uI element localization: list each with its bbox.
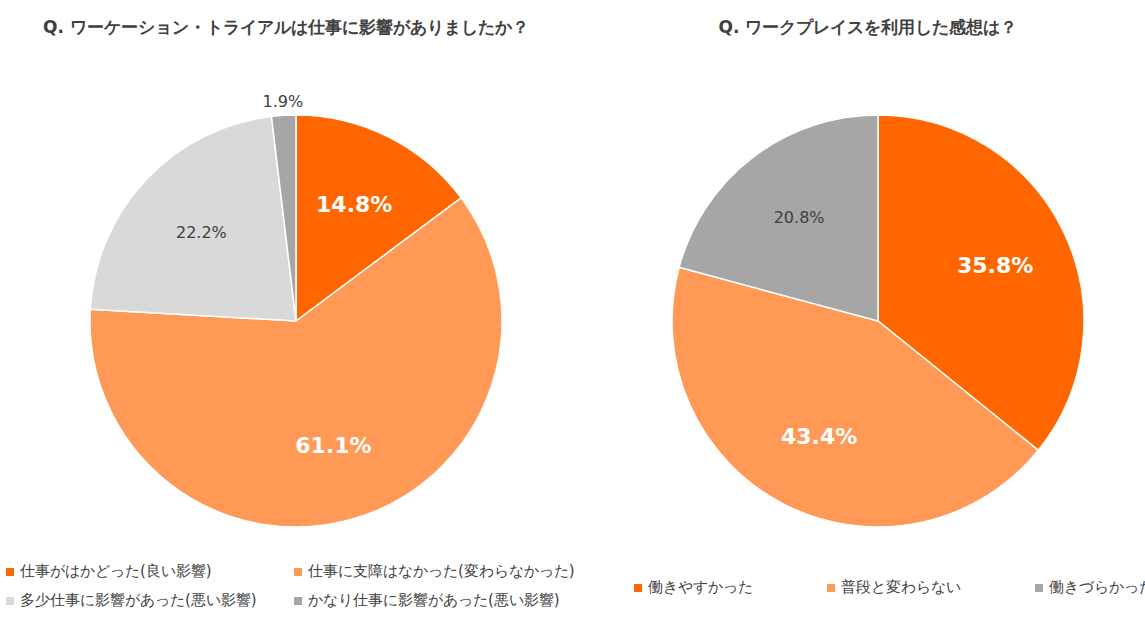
svg-text:35.8%: 35.8%: [957, 253, 1033, 278]
svg-text:61.1%: 61.1%: [295, 433, 371, 458]
svg-text:43.4%: 43.4%: [781, 424, 857, 449]
html-text:Q. ワークプレイスを利用した感想は？: Q. ワークプレイスを利用した感想は？: [718, 17, 1018, 37]
html-text:普段と変わらない: 普段と変わらない: [841, 578, 961, 596]
svg-text:20.8%: 20.8%: [774, 208, 825, 227]
html-text:仕事に支障はなかった(変わらなかった): 仕事に支障はなかった(変わらなかった): [308, 562, 575, 580]
svg-text:22.2%: 22.2%: [176, 223, 227, 242]
html-text:働きやすかった: 働きやすかった: [648, 578, 753, 596]
html-text:多少仕事に影響があった(悪い影響): 多少仕事に影響があった(悪い影響): [20, 591, 257, 609]
html-text:Q. ワーケーション・トライアルは仕事に影響がありましたか？: Q. ワーケーション・トライアルは仕事に影響がありましたか？: [43, 17, 529, 37]
html-text:かなり仕事に影響があった(悪い影響): かなり仕事に影響があった(悪い影響): [308, 591, 560, 609]
svg-text:1.9%: 1.9%: [263, 92, 304, 111]
html-text:仕事がはかどった(良い影響): 仕事がはかどった(良い影響): [20, 562, 212, 580]
svg-text:14.8%: 14.8%: [316, 192, 392, 217]
